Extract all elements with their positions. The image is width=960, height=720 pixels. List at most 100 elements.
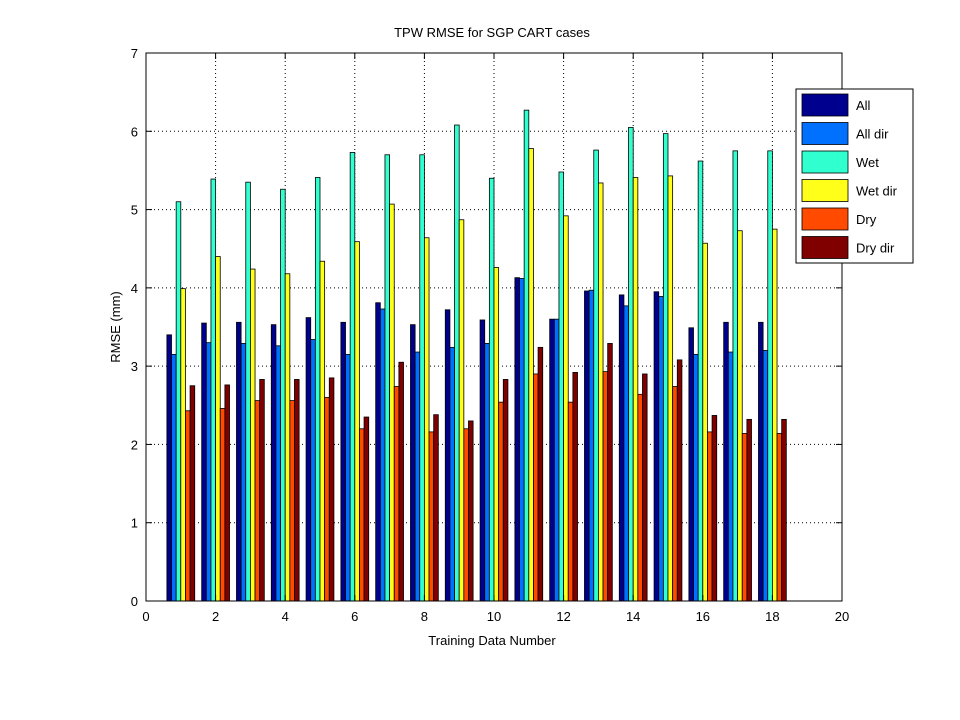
x-tick-label: 16 xyxy=(696,609,710,624)
bar-wet-dir-16 xyxy=(702,242,708,602)
bar-dry-6 xyxy=(359,428,365,602)
bar-all-10 xyxy=(479,319,486,602)
bar-all-15 xyxy=(653,291,660,602)
bar-dry-8 xyxy=(428,431,435,602)
bar-wet-dir-13 xyxy=(598,182,604,602)
bar-all-dir-5 xyxy=(310,339,316,602)
x-tick-label: 20 xyxy=(835,609,849,624)
bar-dry-dir-7 xyxy=(398,361,404,602)
bar-all-dir-14 xyxy=(623,305,629,602)
bar-wet-17 xyxy=(732,150,739,602)
bar-all-7 xyxy=(375,302,381,602)
bar-dry-dir-18 xyxy=(781,418,787,602)
legend-swatch-all-dir xyxy=(801,122,849,145)
legend: All All dir Wet Wet dir Dry Dry dir xyxy=(795,88,914,264)
bar-wet-7 xyxy=(384,154,390,602)
bar-wet-dir-1 xyxy=(180,288,186,602)
bar-wet-dir-14 xyxy=(632,177,639,602)
bar-dry-dir-1 xyxy=(189,385,196,602)
bar-all-1 xyxy=(166,334,172,602)
bar-wet-2 xyxy=(210,178,217,602)
bar-all-dir-8 xyxy=(414,351,421,602)
bar-dry-10 xyxy=(498,401,504,602)
bar-dry-2 xyxy=(219,408,226,602)
bar-dry-dir-2 xyxy=(224,384,230,602)
y-tick-label: 2 xyxy=(131,437,138,452)
legend-label-all: All xyxy=(856,98,871,113)
bar-wet-dir-8 xyxy=(423,237,430,602)
y-tick-label: 4 xyxy=(131,281,138,296)
bar-wet-dir-5 xyxy=(319,260,326,602)
bar-all-dir-15 xyxy=(658,296,664,602)
bar-dry-dir-9 xyxy=(468,420,474,602)
bar-all-dir-12 xyxy=(553,318,560,602)
x-tick-label: 6 xyxy=(351,609,358,624)
x-tick-label: 10 xyxy=(487,609,501,624)
bar-dry-17 xyxy=(741,433,748,602)
bar-dry-3 xyxy=(254,400,261,602)
legend-label-wet-dir: Wet dir xyxy=(856,184,898,199)
legend-swatch-dry-dir xyxy=(801,236,849,259)
bar-dry-dir-11 xyxy=(537,346,544,602)
bar-dry-dir-10 xyxy=(502,379,509,602)
bar-wet-12 xyxy=(558,171,565,602)
bar-dry-dir-4 xyxy=(294,379,300,602)
legend-swatch-all xyxy=(801,93,849,117)
bar-dry-dir-8 xyxy=(433,414,439,602)
bar-dry-dir-16 xyxy=(711,415,718,602)
bar-wet-dir-12 xyxy=(563,215,569,602)
bar-wet-dir-3 xyxy=(249,268,256,602)
bar-dry-18 xyxy=(776,433,783,602)
x-tick-label: 4 xyxy=(282,609,289,624)
bar-all-dir-11 xyxy=(519,278,525,602)
bar-all-dir-9 xyxy=(449,346,455,602)
legend-box xyxy=(795,88,914,264)
bar-wet-dir-18 xyxy=(772,228,778,602)
bar-wet-18 xyxy=(767,150,773,602)
chart-title: TPW RMSE for SGP CART cases xyxy=(394,25,590,40)
bar-all-dir-7 xyxy=(379,308,386,602)
bar-all-dir-13 xyxy=(588,289,595,602)
bar-dry-16 xyxy=(707,431,713,602)
y-tick-label: 1 xyxy=(131,516,138,531)
bar-wet-6 xyxy=(349,152,356,602)
bar-wet-16 xyxy=(697,160,704,602)
bar-wet-3 xyxy=(245,181,251,602)
bar-wet-11 xyxy=(523,109,530,602)
legend-label-dry-dir: Dry dir xyxy=(856,241,895,256)
bar-dry-dir-6 xyxy=(363,416,370,602)
x-tick-label: 0 xyxy=(142,609,149,624)
bar-wet-10 xyxy=(488,177,495,602)
bar-dry-1 xyxy=(185,410,191,602)
bar-wet-5 xyxy=(314,177,321,602)
x-tick-label: 8 xyxy=(421,609,428,624)
bar-wet-dir-4 xyxy=(284,273,291,602)
bar-all-2 xyxy=(201,322,207,602)
y-tick-label: 6 xyxy=(131,124,138,139)
bar-all-dir-18 xyxy=(762,350,769,602)
bar-dry-15 xyxy=(672,386,678,602)
bar-wet-dir-2 xyxy=(215,256,221,602)
bar-wet-4 xyxy=(280,188,286,602)
bar-dry-dir-12 xyxy=(572,372,578,602)
bar-dry-dir-14 xyxy=(642,373,648,602)
bar-wet-dir-15 xyxy=(667,175,674,602)
bar-dry-9 xyxy=(463,428,469,602)
bar-all-18 xyxy=(758,321,764,602)
bar-wet-dir-17 xyxy=(737,230,743,602)
bar-all-3 xyxy=(236,321,242,602)
bar-all-dir-16 xyxy=(693,353,699,602)
bar-wet-15 xyxy=(662,133,669,602)
y-tick-label: 5 xyxy=(131,203,138,218)
bar-all-dir-17 xyxy=(727,351,734,602)
bar-dry-dir-17 xyxy=(746,418,752,602)
legend-label-wet: Wet xyxy=(856,155,879,170)
bar-wet-8 xyxy=(419,154,425,602)
bar-all-dir-1 xyxy=(171,353,177,602)
bar-all-16 xyxy=(688,327,694,602)
x-tick-label: 2 xyxy=(212,609,219,624)
x-tick-label: 12 xyxy=(556,609,570,624)
bar-dry-4 xyxy=(289,400,295,602)
